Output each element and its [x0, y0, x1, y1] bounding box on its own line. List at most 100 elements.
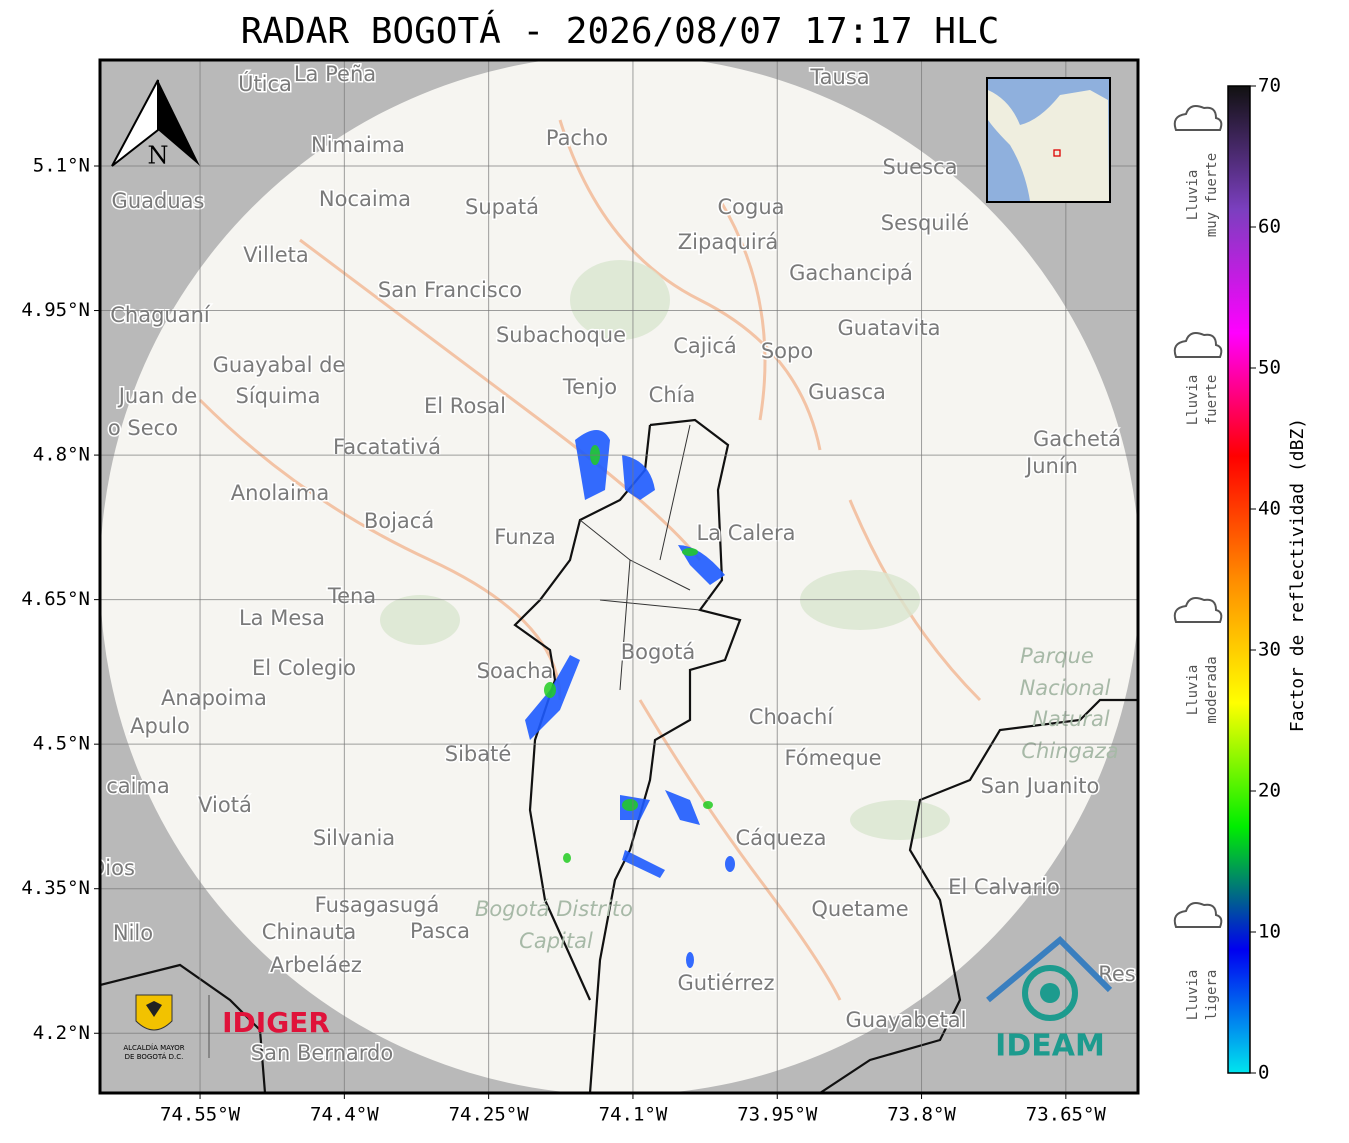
place-label: caima	[106, 774, 170, 798]
place-label: Guasca	[808, 380, 886, 404]
place-label: Chía	[649, 383, 696, 407]
x-tick-label: 73.65°W	[1026, 1104, 1107, 1126]
colorbar-tick-label: 10	[1258, 921, 1281, 943]
place-label: Silvania	[313, 826, 395, 850]
place-label: o Seco	[108, 416, 178, 440]
colorbar-label: Factor de reflectividad (dBZ)	[1287, 418, 1308, 732]
north-arrow: N	[111, 79, 200, 170]
park-label: Chingaza	[1021, 739, 1118, 763]
place-label: Suesca	[883, 155, 958, 179]
place-label: Arbeláez	[270, 953, 362, 977]
legend-item: Lluvia ligera	[1173, 902, 1223, 1021]
colorbar-tick-label: 70	[1258, 75, 1281, 97]
place-label: Apulo	[130, 714, 190, 738]
alcaldia-text: DE BOGOTÁ D.C.	[125, 1052, 184, 1061]
place-label: San Bernardo	[251, 1041, 393, 1065]
place-label: Tausa	[809, 65, 869, 89]
place-label: Gachetá	[1033, 427, 1121, 451]
x-tick-label: 74.1°W	[599, 1104, 668, 1126]
colorbar-tick-label: 40	[1258, 498, 1281, 520]
place-label: Útica	[238, 71, 292, 96]
park-label: Nacional	[1020, 676, 1111, 700]
title: RADAR BOGOTÁ - 2026/08/07 17:17 HLC	[241, 10, 1000, 52]
place-label: Subachoque	[496, 323, 626, 347]
alcaldia-text: ALCALDÍA MAYOR	[123, 1043, 184, 1052]
place-label: Juan de	[117, 384, 198, 408]
place-label: Zipaquirá	[678, 230, 778, 254]
y-tick-label: 4.2°N	[33, 1022, 90, 1044]
place-label: El Calvario	[948, 875, 1060, 899]
place-label: Fusagasugá	[315, 893, 440, 917]
place-label: Anapoima	[161, 686, 267, 710]
park-label: Parque	[1020, 644, 1094, 668]
weather-icon	[1173, 105, 1223, 131]
place-label: Sibaté	[445, 742, 512, 766]
place-label: Chinauta	[262, 920, 356, 944]
colorbar-tick-label: 50	[1258, 357, 1281, 379]
place-label: San Juanito	[981, 774, 1100, 798]
legend-text: Lluvia	[1185, 970, 1201, 1021]
ideam-text: IDEAM	[995, 1029, 1105, 1064]
weather-icon	[1173, 332, 1223, 358]
place-label: Choachí	[749, 705, 835, 729]
place-label: Sopo	[761, 339, 813, 363]
legend-item: Lluvia muy fuerte	[1173, 105, 1223, 237]
place-label: Supatá	[465, 195, 539, 219]
place-label: Cogua	[717, 195, 784, 219]
y-tick-label: 4.8°N	[33, 444, 90, 466]
legend-text: Lluvia	[1185, 665, 1201, 716]
colorbar-tick-label: 0	[1258, 1062, 1269, 1084]
place-label: Chaguaní	[110, 303, 211, 327]
y-tick-label: 5.1°N	[33, 154, 90, 176]
place-label: Funza	[494, 525, 555, 549]
place-label: La Mesa	[239, 606, 325, 630]
idiger-logo: IDIGER	[222, 1006, 330, 1039]
x-tick-label: 74.25°W	[449, 1104, 530, 1126]
legend-text: Lluvia	[1185, 375, 1201, 426]
place-label: Guaduas	[112, 189, 205, 213]
park-label: Capital	[519, 929, 593, 953]
place-label: Gachancipá	[789, 261, 913, 285]
legend-text: fuerte	[1204, 375, 1220, 426]
place-label: Villeta	[243, 243, 308, 267]
legend-item: Lluvia fuerte	[1173, 332, 1223, 426]
weather-icon	[1173, 902, 1223, 928]
place-label: Tena	[327, 584, 376, 608]
place-label: Pacho	[546, 126, 608, 150]
place-label: Cáqueza	[736, 826, 827, 850]
x-tick-label: 74.55°W	[160, 1104, 241, 1126]
place-label: Síquima	[236, 384, 321, 408]
y-tick-label: 4.35°N	[21, 877, 90, 899]
place-label: La Calera	[696, 521, 795, 545]
place-label: La Peña	[294, 62, 376, 86]
park-label: Bogotá Distrito	[475, 897, 633, 921]
place-label: Dios	[89, 856, 135, 880]
legend-text: ligera	[1204, 970, 1220, 1021]
place-label: Nilo	[113, 921, 153, 945]
weather-icon	[1173, 597, 1223, 623]
alcaldia-logo: ALCALDÍA MAYOR DE BOGOTÁ D.C. IDIGER	[123, 994, 330, 1061]
legend-item: Lluvia moderada	[1173, 597, 1223, 724]
place-label: Anolaima	[231, 481, 329, 505]
place-label: El Colegio	[252, 656, 356, 680]
place-label: El Rosal	[424, 394, 506, 418]
place-label: Quetame	[811, 897, 908, 921]
place-label: Gutiérrez	[678, 971, 775, 995]
inset-map	[986, 77, 1111, 203]
legend-text: muy fuerte	[1204, 153, 1220, 237]
colorbar-tick-label: 20	[1258, 780, 1281, 802]
place-label: San Francisco	[378, 278, 522, 302]
place-label: Nimaima	[311, 133, 405, 157]
map-frame	[98, 58, 1140, 1095]
north-label: N	[148, 142, 169, 170]
colorbar-tick-label: 60	[1258, 216, 1281, 238]
place-label: Viotá	[198, 793, 252, 817]
y-tick-label: 4.95°N	[21, 299, 90, 321]
place-label: Guatavita	[838, 316, 941, 340]
place-label: Soacha	[477, 659, 554, 683]
x-tick-label: 74.4°W	[310, 1104, 379, 1126]
place-label: Bojacá	[364, 509, 434, 533]
place-label: Nocaima	[319, 187, 411, 211]
place-label: Bogotá	[621, 640, 696, 664]
